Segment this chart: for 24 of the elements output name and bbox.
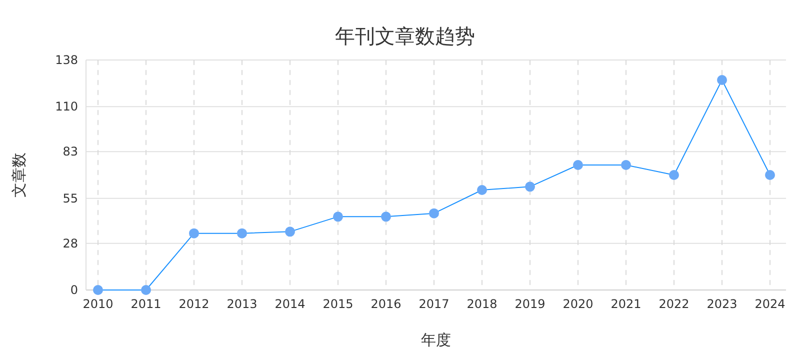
x-tick-label: 2013 xyxy=(226,297,258,311)
x-tick-label: 2022 xyxy=(658,297,690,311)
x-tick-label: 2017 xyxy=(418,297,450,311)
x-tick-label: 2019 xyxy=(514,297,546,311)
y-tick-label: 110 xyxy=(55,100,78,114)
y-tick-label: 28 xyxy=(62,236,78,250)
chart-title: 年刊文章数趋势 xyxy=(335,24,475,48)
y-axis-title: 文章数 xyxy=(10,152,28,198)
x-tick-label: 2018 xyxy=(466,297,498,311)
x-tick-label: 2016 xyxy=(370,297,402,311)
y-tick-label: 83 xyxy=(62,144,78,159)
x-tick-label: 2014 xyxy=(274,297,306,311)
x-tick-label: 2020 xyxy=(562,297,594,311)
y-tick-label: 0 xyxy=(70,283,78,297)
x-tick-label: 2010 xyxy=(82,297,114,311)
y-tick-label: 55 xyxy=(62,191,78,206)
x-tick-label: 2021 xyxy=(610,297,642,311)
x-tick-label: 2011 xyxy=(130,297,162,311)
x-tick-label: 2012 xyxy=(178,297,210,311)
y-tick-label: 138 xyxy=(55,53,78,67)
x-axis-title: 年度 xyxy=(421,331,451,349)
x-tick-label: 2023 xyxy=(706,297,738,311)
x-tick-label: 2024 xyxy=(754,297,786,311)
x-tick-label: 2015 xyxy=(322,297,354,311)
